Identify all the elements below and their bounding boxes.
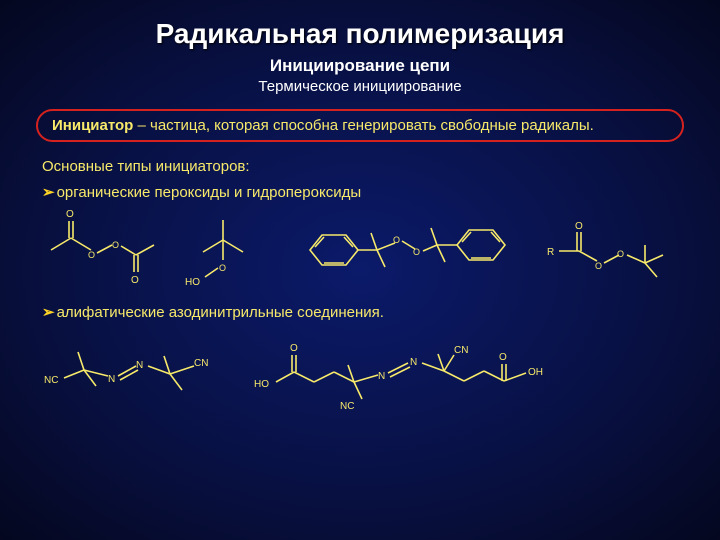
mol-diacetyl-peroxide: O O O O xyxy=(36,205,161,295)
mol-azo-diacid: HO O NC N N CN O OH xyxy=(248,325,588,420)
label-NC: NC xyxy=(44,375,58,386)
label-CN: CN xyxy=(194,358,208,369)
bullet-arrow-icon: ➢ xyxy=(42,304,55,321)
label-O: O xyxy=(112,240,119,250)
definition-callout: Инициатор – частица, которая способна ге… xyxy=(36,109,684,142)
label-HO: HO xyxy=(254,379,269,390)
label-O: O xyxy=(595,261,602,271)
mol-tbu-hydroperoxide: O HO xyxy=(173,205,273,295)
mol-dicumyl-peroxide: O O xyxy=(285,205,525,295)
azo-structures-row: NC N N CN HO O NC N xyxy=(36,325,690,420)
label-O: O xyxy=(88,250,95,260)
slide-title: Радикальная полимеризация xyxy=(30,18,690,50)
peroxide-structures-row: O O O O O HO xyxy=(36,205,690,295)
callout-lead: Инициатор xyxy=(52,117,133,134)
bullet-arrow-icon: ➢ xyxy=(42,184,55,201)
label-O: O xyxy=(499,352,507,363)
label-N: N xyxy=(378,371,385,382)
mol-perester: R O O O xyxy=(537,205,687,295)
label-O: O xyxy=(393,235,400,245)
label-R: R xyxy=(547,247,554,258)
label-O: O xyxy=(131,275,139,286)
slide: Радикальная полимеризация Инициирование … xyxy=(0,0,720,540)
slide-subsubtitle: Термическое инициирование xyxy=(30,78,690,95)
label-N: N xyxy=(410,357,417,368)
label-HO: HO xyxy=(185,277,200,288)
label-OH: OH xyxy=(528,367,543,378)
mol-aibn: NC N N CN xyxy=(36,328,236,418)
label-O: O xyxy=(66,209,74,220)
bullet-2: ➢алифатические азодинитрильные соединени… xyxy=(42,303,678,321)
label-O: O xyxy=(219,263,226,273)
label-CN: CN xyxy=(454,345,468,356)
label-NC: NC xyxy=(340,401,354,412)
bullet-1: ➢органические пероксиды и гидропероксиды xyxy=(42,183,678,201)
bullet-2-text: алифатические азодинитрильные соединения… xyxy=(57,304,384,321)
label-N: N xyxy=(108,374,115,385)
callout-rest: – частица, которая способна генерировать… xyxy=(133,117,593,134)
label-O: O xyxy=(575,221,583,232)
bullet-1-text: органические пероксиды и гидропероксиды xyxy=(57,184,362,201)
label-O: O xyxy=(413,247,420,257)
slide-subtitle: Инициирование цепи xyxy=(30,56,690,76)
label-O: O xyxy=(617,249,624,259)
label-O: O xyxy=(290,343,298,354)
label-N: N xyxy=(136,360,143,371)
main-types-line: Основные типы инициаторов: xyxy=(42,158,678,175)
